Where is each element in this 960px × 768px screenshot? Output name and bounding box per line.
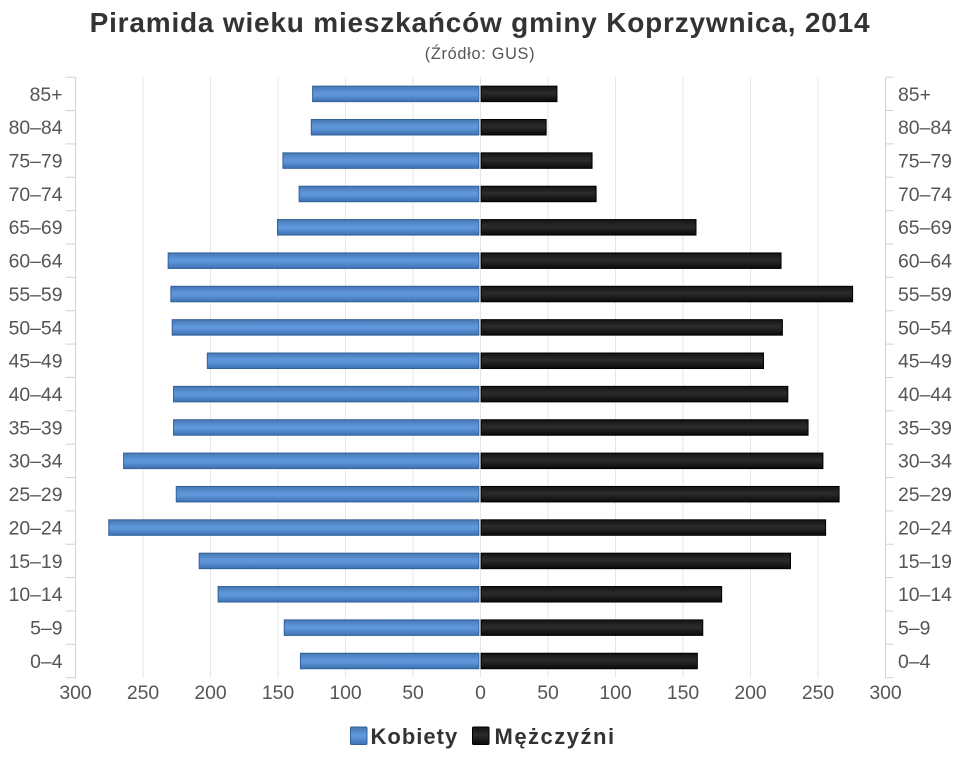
svg-text:Kobiety: Kobiety [371,724,459,749]
svg-text:40–44: 40–44 [898,384,952,406]
svg-text:75–79: 75–79 [898,151,952,173]
svg-text:85+: 85+ [30,84,63,106]
svg-text:35–39: 35–39 [898,417,952,439]
svg-text:35–39: 35–39 [9,417,63,439]
svg-text:40–44: 40–44 [9,384,63,406]
svg-text:(Źródło: GUS): (Źródło: GUS) [425,44,535,63]
svg-text:5–9: 5–9 [30,618,62,640]
svg-text:0–4: 0–4 [898,651,931,673]
svg-text:75–79: 75–79 [9,151,63,173]
svg-text:5–9: 5–9 [898,618,930,640]
svg-text:20–24: 20–24 [898,517,952,539]
svg-text:45–49: 45–49 [898,351,952,373]
svg-text:30–34: 30–34 [9,451,63,473]
svg-text:80–84: 80–84 [9,117,63,139]
svg-text:30–34: 30–34 [898,451,952,473]
svg-text:85+: 85+ [898,84,931,106]
svg-text:50–54: 50–54 [9,317,63,339]
svg-text:100: 100 [599,682,632,704]
svg-text:50–54: 50–54 [898,317,952,339]
svg-text:80–84: 80–84 [898,117,952,139]
svg-text:0: 0 [475,682,486,704]
svg-text:55–59: 55–59 [898,284,952,306]
svg-text:0–4: 0–4 [30,651,63,673]
svg-text:150: 150 [262,682,295,704]
svg-text:200: 200 [734,682,767,704]
svg-text:100: 100 [329,682,362,704]
svg-text:250: 250 [802,682,835,704]
svg-text:45–49: 45–49 [9,351,63,373]
svg-text:300: 300 [59,682,92,704]
svg-text:10–14: 10–14 [898,584,952,606]
svg-text:50: 50 [537,682,559,704]
svg-text:20–24: 20–24 [9,517,63,539]
svg-text:150: 150 [667,682,700,704]
svg-text:60–64: 60–64 [9,251,63,273]
svg-text:300: 300 [869,682,902,704]
svg-text:50: 50 [402,682,424,704]
svg-text:25–29: 25–29 [9,484,63,506]
svg-text:70–74: 70–74 [898,184,952,206]
svg-text:Piramida wieku mieszkańców gmi: Piramida wieku mieszkańców gminy Koprzyw… [90,7,871,38]
svg-text:65–69: 65–69 [9,217,63,239]
svg-text:60–64: 60–64 [898,251,952,273]
svg-text:10–14: 10–14 [9,584,63,606]
svg-text:55–59: 55–59 [9,284,63,306]
svg-text:Mężczyźni: Mężczyźni [495,724,616,749]
svg-text:250: 250 [127,682,160,704]
svg-text:15–19: 15–19 [9,551,63,573]
svg-text:65–69: 65–69 [898,217,952,239]
svg-text:200: 200 [194,682,227,704]
svg-text:70–74: 70–74 [9,184,63,206]
svg-text:25–29: 25–29 [898,484,952,506]
svg-text:15–19: 15–19 [898,551,952,573]
